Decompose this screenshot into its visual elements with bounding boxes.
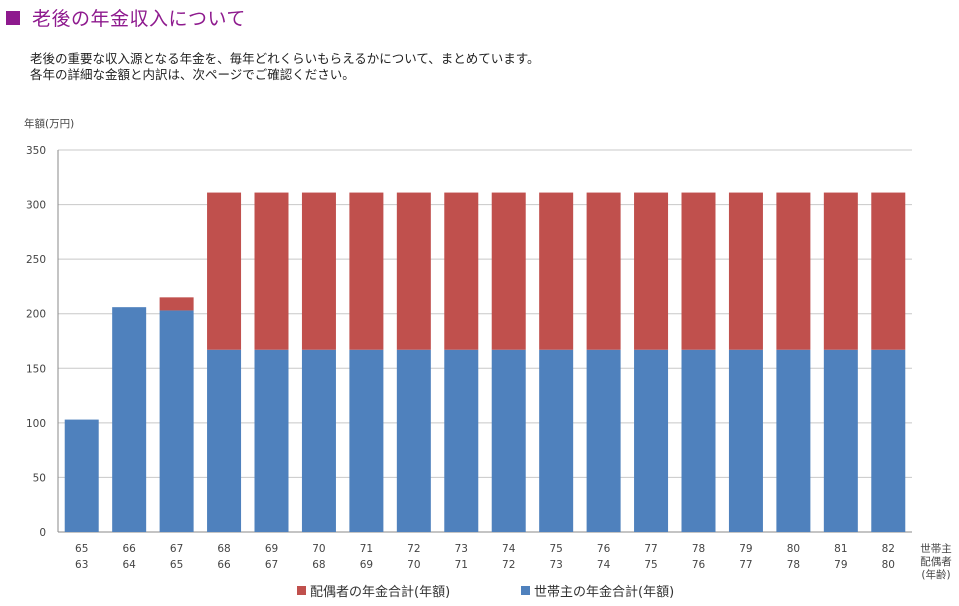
x-tick-householder-age: 76	[597, 543, 611, 555]
x-tick-spouse-age: 77	[739, 559, 752, 571]
bar-householder	[728, 349, 763, 532]
x-tick-spouse-age: 66	[217, 559, 231, 571]
bar-householder	[776, 349, 811, 532]
x-tick-householder-age: 79	[739, 543, 752, 555]
x-tick-householder-age: 69	[265, 543, 278, 555]
bar-spouse	[349, 192, 384, 350]
legend-label-householder: 世帯主の年金合計(年額)	[534, 584, 674, 600]
x-tick-householder-age: 82	[882, 543, 895, 555]
x-tick-householder-age: 72	[407, 543, 420, 555]
bar-spouse	[871, 192, 906, 350]
x-tick-spouse-age: 79	[834, 559, 847, 571]
bar-householder	[301, 349, 336, 532]
x-tick-householder-age: 67	[170, 543, 183, 555]
x-tick-spouse-age: 70	[407, 559, 420, 571]
bar-spouse	[681, 192, 716, 350]
x-tick-spouse-age: 68	[312, 559, 325, 571]
bar-householder	[539, 349, 574, 532]
bar-householder	[681, 349, 716, 532]
bar-spouse	[159, 297, 194, 311]
bar-spouse	[776, 192, 811, 350]
bar-spouse	[254, 192, 289, 350]
bar-householder	[491, 349, 526, 532]
x-tick-spouse-age: 72	[502, 559, 515, 571]
y-tick-label: 200	[26, 309, 46, 321]
bar-spouse	[539, 192, 574, 350]
x-tick-householder-age: 65	[75, 543, 88, 555]
bar-householder	[112, 307, 147, 532]
y-tick-label: 350	[26, 145, 46, 157]
x-tick-householder-age: 80	[787, 543, 800, 555]
bar-spouse	[396, 192, 431, 350]
x-tick-householder-age: 78	[692, 543, 705, 555]
x-tick-spouse-age: 69	[360, 559, 373, 571]
bar-spouse	[301, 192, 336, 350]
bar-householder	[823, 349, 858, 532]
x-tick-householder-age: 74	[502, 543, 516, 555]
y-tick-label: 300	[26, 200, 46, 212]
bar-householder	[207, 349, 242, 532]
legend-swatch-spouse	[297, 586, 306, 595]
bar-spouse	[491, 192, 526, 350]
y-tick-label: 150	[26, 363, 46, 375]
x-tick-spouse-age: 73	[549, 559, 562, 571]
x-tick-spouse-age: 80	[882, 559, 895, 571]
x-axis-label-line: 配偶者	[920, 555, 952, 568]
bar-householder	[159, 310, 194, 532]
x-tick-householder-age: 71	[360, 543, 373, 555]
x-tick-spouse-age: 74	[597, 559, 611, 571]
x-tick-householder-age: 75	[549, 543, 562, 555]
legend-swatch-householder	[521, 586, 530, 595]
y-tick-label: 250	[26, 254, 46, 266]
bar-householder	[586, 349, 621, 532]
x-tick-spouse-age: 78	[787, 559, 800, 571]
bar-householder	[64, 419, 99, 532]
x-tick-spouse-age: 64	[122, 559, 136, 571]
bar-spouse	[207, 192, 242, 350]
bar-householder	[871, 349, 906, 532]
description: 老後の重要な収入源となる年金を、毎年どれくらいもらえるかについて、まとめています…	[30, 51, 540, 83]
bar-householder	[396, 349, 431, 532]
x-tick-householder-age: 77	[644, 543, 657, 555]
x-tick-householder-age: 70	[312, 543, 325, 555]
bar-spouse	[823, 192, 858, 350]
bar-householder	[444, 349, 479, 532]
bar-householder	[254, 349, 289, 532]
x-tick-spouse-age: 76	[692, 559, 706, 571]
bar-spouse	[728, 192, 763, 350]
bar-spouse	[586, 192, 621, 350]
x-tick-householder-age: 73	[455, 543, 468, 555]
y-tick-label: 100	[26, 418, 46, 430]
x-tick-spouse-age: 75	[644, 559, 657, 571]
bar-householder	[349, 349, 384, 532]
bar-spouse	[634, 192, 669, 350]
title-row: 老後の年金収入について	[6, 4, 246, 31]
x-tick-spouse-age: 63	[75, 559, 88, 571]
y-axis-label: 年額(万円)	[24, 117, 74, 130]
x-tick-householder-age: 68	[217, 543, 230, 555]
bar-householder	[634, 349, 669, 532]
x-tick-spouse-age: 65	[170, 559, 183, 571]
y-tick-label: 50	[33, 472, 46, 484]
y-tick-label: 0	[39, 527, 46, 539]
description-line-2: 各年の詳細な金額と内訳は、次ページでご確認ください。	[30, 67, 355, 82]
x-axis-label-line: (年齢)	[921, 568, 950, 581]
legend-label-spouse: 配偶者の年金合計(年額)	[310, 584, 450, 600]
x-tick-householder-age: 81	[834, 543, 847, 555]
description-line-1: 老後の重要な収入源となる年金を、毎年どれくらいもらえるかについて、まとめています…	[30, 51, 540, 66]
bar-spouse	[444, 192, 479, 350]
x-tick-spouse-age: 67	[265, 559, 278, 571]
x-axis-label-line: 世帯主	[920, 542, 952, 555]
page-title: 老後の年金収入について	[32, 8, 246, 30]
x-tick-spouse-age: 71	[455, 559, 468, 571]
title-square-icon	[6, 11, 20, 25]
x-tick-householder-age: 66	[122, 543, 136, 555]
